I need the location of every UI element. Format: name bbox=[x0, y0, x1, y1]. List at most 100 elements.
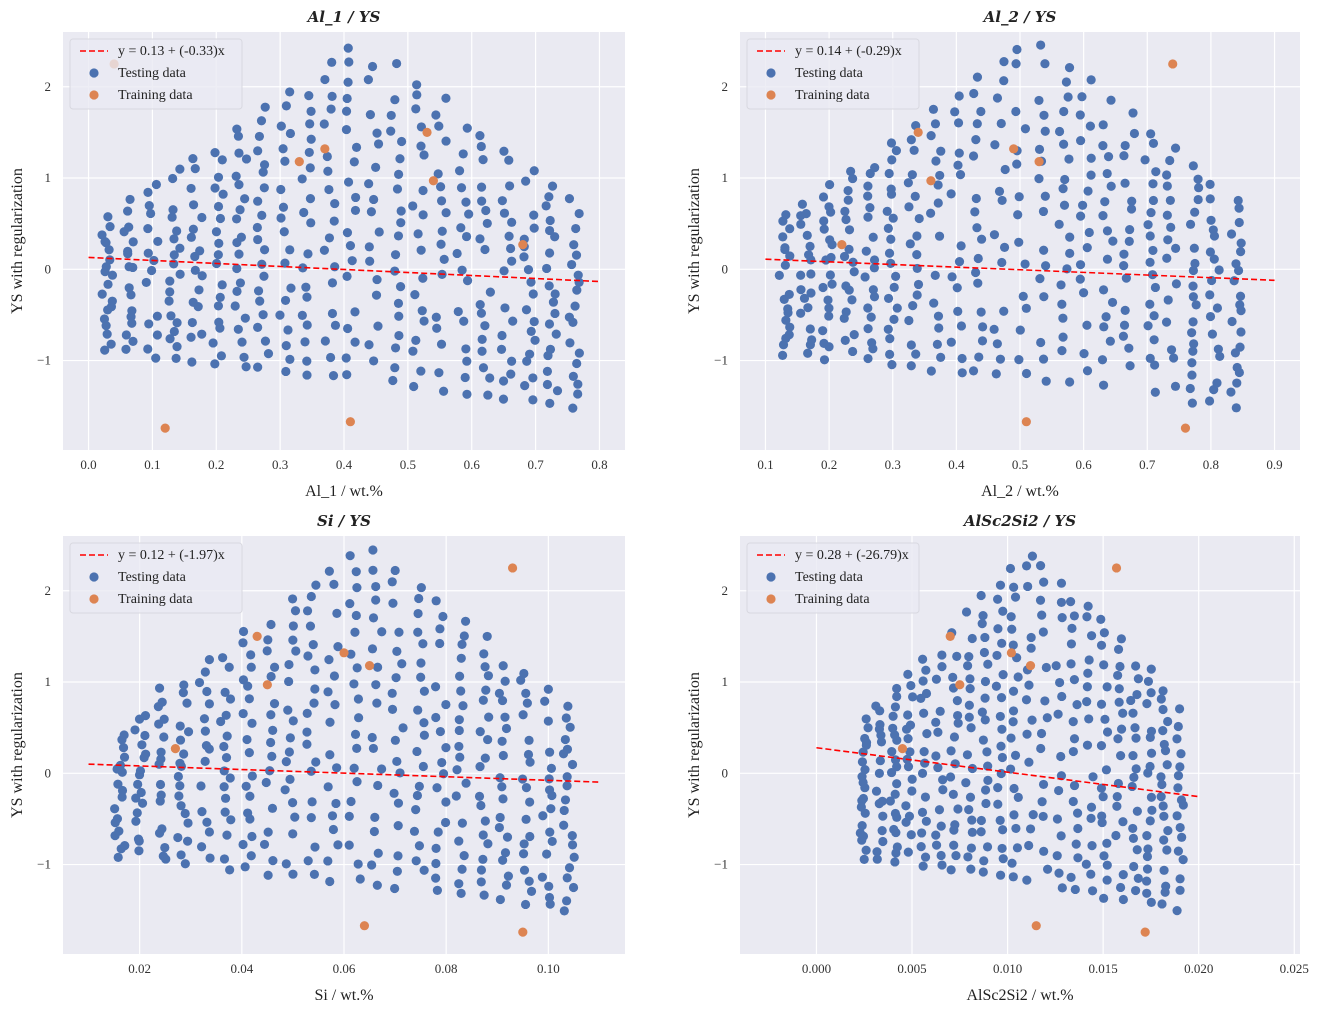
testing-point bbox=[989, 230, 1000, 240]
testing-point bbox=[1188, 281, 1198, 291]
testing-point bbox=[1141, 876, 1152, 886]
testing-point bbox=[519, 865, 530, 875]
testing-point bbox=[1194, 183, 1204, 193]
testing-point bbox=[1118, 894, 1128, 905]
testing-point bbox=[329, 671, 340, 681]
testing-point bbox=[526, 886, 537, 897]
testing-point bbox=[907, 692, 918, 702]
testing-point bbox=[1132, 689, 1142, 700]
y-tick-label: −1 bbox=[714, 857, 728, 872]
testing-point bbox=[1114, 684, 1124, 694]
testing-point bbox=[906, 340, 916, 350]
testing-point bbox=[546, 763, 557, 773]
testing-point bbox=[456, 223, 466, 233]
testing-point bbox=[233, 131, 244, 141]
testing-point bbox=[1069, 675, 1079, 685]
testing-point bbox=[963, 852, 973, 862]
testing-point bbox=[281, 859, 291, 869]
fit-line bbox=[816, 746, 1199, 798]
testing-point bbox=[962, 750, 973, 760]
testing-point bbox=[1066, 639, 1077, 649]
testing-point bbox=[559, 820, 569, 830]
legend-testing-swatch bbox=[89, 572, 99, 582]
testing-point bbox=[1169, 353, 1179, 363]
testing-point bbox=[1118, 870, 1128, 880]
testing-point bbox=[1128, 708, 1138, 718]
testing-point bbox=[107, 270, 118, 280]
training-point bbox=[339, 648, 349, 658]
testing-point bbox=[341, 106, 352, 116]
testing-point bbox=[411, 856, 421, 866]
testing-point bbox=[526, 277, 536, 287]
testing-point bbox=[234, 180, 244, 190]
testing-point bbox=[458, 149, 468, 159]
testing-point bbox=[432, 783, 442, 793]
testing-point bbox=[980, 632, 990, 643]
testing-point bbox=[156, 790, 166, 800]
testing-point bbox=[225, 773, 235, 783]
testing-point bbox=[418, 185, 428, 196]
testing-point bbox=[478, 695, 488, 705]
testing-point bbox=[839, 251, 850, 262]
testing-point bbox=[220, 687, 230, 697]
testing-point bbox=[971, 135, 981, 145]
testing-point bbox=[1189, 339, 1199, 349]
testing-point bbox=[1054, 219, 1064, 229]
testing-point bbox=[806, 269, 816, 279]
legend-testing-swatch bbox=[89, 68, 99, 78]
testing-point bbox=[1040, 59, 1050, 69]
testing-point bbox=[963, 661, 973, 671]
testing-point bbox=[1057, 691, 1067, 702]
testing-point bbox=[818, 282, 828, 293]
testing-point bbox=[276, 213, 286, 223]
testing-point bbox=[183, 836, 193, 846]
testing-point bbox=[1083, 668, 1093, 678]
testing-point bbox=[796, 285, 806, 295]
testing-point bbox=[855, 828, 865, 838]
testing-point bbox=[876, 737, 887, 747]
testing-point bbox=[785, 322, 795, 332]
testing-point bbox=[1010, 750, 1021, 760]
x-tick-label: 0.010 bbox=[993, 961, 1022, 976]
testing-point bbox=[933, 198, 943, 208]
testing-point bbox=[926, 131, 936, 141]
testing-point bbox=[479, 890, 489, 900]
testing-point bbox=[525, 831, 535, 842]
y-tick-label: 2 bbox=[722, 79, 729, 94]
testing-point bbox=[208, 338, 218, 348]
testing-point bbox=[929, 298, 939, 308]
testing-point bbox=[999, 56, 1009, 67]
testing-point bbox=[310, 684, 320, 694]
testing-point bbox=[1024, 840, 1034, 851]
testing-point bbox=[1102, 860, 1112, 870]
testing-point bbox=[995, 711, 1005, 722]
testing-point bbox=[267, 751, 277, 761]
testing-point bbox=[390, 343, 401, 353]
testing-point bbox=[1082, 682, 1092, 692]
testing-point bbox=[392, 756, 402, 767]
testing-point bbox=[175, 243, 185, 253]
testing-point bbox=[396, 218, 406, 228]
testing-point bbox=[412, 790, 423, 801]
testing-point bbox=[1034, 174, 1044, 184]
testing-point bbox=[454, 836, 464, 846]
testing-point bbox=[284, 747, 294, 757]
testing-point bbox=[179, 749, 189, 759]
testing-point bbox=[1012, 159, 1022, 169]
x-tick-label: 0.7 bbox=[527, 457, 544, 472]
testing-point bbox=[537, 872, 547, 882]
testing-point bbox=[482, 218, 492, 229]
testing-point bbox=[520, 381, 530, 391]
testing-point bbox=[1108, 236, 1118, 246]
testing-point bbox=[1015, 325, 1025, 335]
testing-point bbox=[1069, 734, 1080, 744]
testing-point bbox=[168, 173, 178, 184]
testing-point bbox=[906, 361, 916, 371]
testing-point bbox=[127, 306, 137, 316]
panel-title: Si / YS bbox=[317, 512, 371, 530]
testing-point bbox=[1176, 749, 1186, 759]
testing-point bbox=[980, 785, 991, 795]
testing-point bbox=[159, 732, 169, 742]
testing-point bbox=[931, 830, 941, 840]
testing-point bbox=[186, 183, 196, 194]
